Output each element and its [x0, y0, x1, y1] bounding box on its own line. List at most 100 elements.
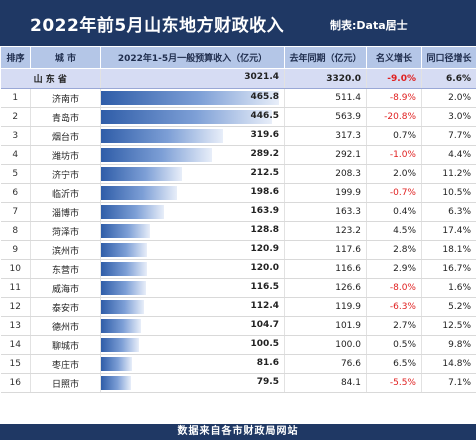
comparable-growth-cell: 16.7%	[421, 259, 476, 279]
nominal-growth-cell: 0.4%	[366, 202, 422, 222]
nominal-growth-cell: -8.0%	[366, 278, 422, 298]
comparable-growth-cell: 7.1%	[421, 373, 476, 393]
last-year-cell: 101.9	[284, 316, 367, 336]
header-nominal-growth: 名义增长	[366, 46, 422, 69]
revenue-value: 100.5	[250, 339, 279, 349]
city-cell: 聊城市	[30, 335, 101, 355]
revenue-value: 163.9	[250, 206, 279, 216]
rank-cell: 12	[0, 297, 31, 317]
comparable-growth-cell: 18.1%	[421, 240, 476, 260]
city-cell: 临沂市	[30, 183, 101, 203]
table-row: 12 泰安市 112.4 119.9 -6.3% 5.2%	[0, 297, 476, 317]
rank-cell: 3	[0, 126, 31, 146]
revenue-cell: 79.5	[100, 373, 285, 393]
last-year-cell: 292.1	[284, 145, 367, 165]
table-row: 11 威海市 116.5 126.6 -8.0% 1.6%	[0, 278, 476, 298]
nominal-growth-cell: -8.9%	[366, 88, 422, 108]
nominal-growth-cell: -1.0%	[366, 145, 422, 165]
header-revenue: 2022年1-5月一般预算收入（亿元）	[100, 46, 285, 69]
nominal-growth-cell: 2.7%	[366, 316, 422, 336]
total-row: 山 东 省 3021.4 3320.0 -9.0% 6.6%	[0, 68, 476, 89]
header-last-year: 去年同期（亿元）	[284, 46, 367, 69]
city-cell: 泰安市	[30, 297, 101, 317]
last-year-cell: 511.4	[284, 88, 367, 108]
revenue-cell: 128.8	[100, 221, 285, 241]
revenue-cell: 100.5	[100, 335, 285, 355]
revenue-bar	[101, 300, 144, 314]
rank-cell: 13	[0, 316, 31, 336]
revenue-bar	[101, 319, 141, 333]
table-row: 5 济宁市 212.5 208.3 2.0% 11.2%	[0, 164, 476, 184]
table-row: 8 菏泽市 128.8 123.2 4.5% 17.4%	[0, 221, 476, 241]
revenue-bar	[101, 129, 223, 143]
total-last-year: 3320.0	[284, 68, 367, 89]
comparable-growth-cell: 1.6%	[421, 278, 476, 298]
rank-cell: 10	[0, 259, 31, 279]
revenue-bar	[101, 281, 146, 295]
table-row: 13 德州市 104.7 101.9 2.7% 12.5%	[0, 316, 476, 336]
table-row: 9 滨州市 120.9 117.6 2.8% 18.1%	[0, 240, 476, 260]
city-cell: 潍坊市	[30, 145, 101, 165]
last-year-cell: 163.3	[284, 202, 367, 222]
header-comparable-growth: 同口径增长	[421, 46, 476, 69]
revenue-bar	[101, 338, 139, 352]
rank-cell: 16	[0, 373, 31, 393]
last-year-cell: 563.9	[284, 107, 367, 127]
comparable-growth-cell: 9.8%	[421, 335, 476, 355]
revenue-table: 排序 城 市 2022年1-5月一般预算收入（亿元） 去年同期（亿元） 名义增长…	[0, 46, 476, 393]
nominal-growth-cell: -6.3%	[366, 297, 422, 317]
nominal-growth-cell: 2.9%	[366, 259, 422, 279]
maker-label: 制表:Data居士	[330, 19, 408, 32]
nominal-growth-cell: -0.7%	[366, 183, 422, 203]
city-cell: 德州市	[30, 316, 101, 336]
revenue-bar	[101, 167, 182, 181]
revenue-cell: 116.5	[100, 278, 285, 298]
comparable-growth-cell: 12.5%	[421, 316, 476, 336]
revenue-bar	[101, 357, 132, 371]
revenue-value: 319.6	[250, 130, 279, 140]
revenue-value: 212.5	[250, 168, 279, 178]
revenue-value: 116.5	[250, 282, 279, 292]
table-row: 6 临沂市 198.6 199.9 -0.7% 10.5%	[0, 183, 476, 203]
nominal-growth-cell: 6.5%	[366, 354, 422, 374]
last-year-cell: 119.9	[284, 297, 367, 317]
revenue-bar	[101, 205, 164, 219]
rank-cell: 2	[0, 107, 31, 127]
revenue-value: 446.5	[250, 111, 279, 121]
header-row: 排序 城 市 2022年1-5月一般预算收入（亿元） 去年同期（亿元） 名义增长…	[0, 46, 476, 69]
last-year-cell: 117.6	[284, 240, 367, 260]
comparable-growth-cell: 6.3%	[421, 202, 476, 222]
rank-cell: 14	[0, 335, 31, 355]
comparable-growth-cell: 14.8%	[421, 354, 476, 374]
nominal-growth-cell: 0.7%	[366, 126, 422, 146]
last-year-cell: 123.2	[284, 221, 367, 241]
rank-cell: 11	[0, 278, 31, 298]
chart-title: 2022年前5月山东地方财政收入	[30, 16, 285, 36]
table-row: 4 潍坊市 289.2 292.1 -1.0% 4.4%	[0, 145, 476, 165]
table-row: 16 日照市 79.5 84.1 -5.5% 7.1%	[0, 373, 476, 393]
table-row: 15 枣庄市 81.6 76.6 6.5% 14.8%	[0, 354, 476, 374]
last-year-cell: 116.6	[284, 259, 367, 279]
revenue-value: 112.4	[250, 301, 279, 311]
total-name: 山 东 省	[0, 68, 101, 89]
rank-cell: 7	[0, 202, 31, 222]
comparable-growth-cell: 2.0%	[421, 88, 476, 108]
header-city: 城 市	[30, 46, 101, 69]
table-row: 1 济南市 465.8 511.4 -8.9% 2.0%	[0, 88, 476, 108]
revenue-value: 465.8	[250, 92, 279, 102]
nominal-growth-cell: -5.5%	[366, 373, 422, 393]
revenue-value: 120.9	[250, 244, 279, 254]
city-cell: 淄博市	[30, 202, 101, 222]
revenue-cell: 465.8	[100, 88, 285, 108]
revenue-cell: 198.6	[100, 183, 285, 203]
last-year-cell: 76.6	[284, 354, 367, 374]
total-nominal-growth: -9.0%	[366, 68, 422, 89]
table-row: 7 淄博市 163.9 163.3 0.4% 6.3%	[0, 202, 476, 222]
revenue-cell: 120.0	[100, 259, 285, 279]
rank-cell: 15	[0, 354, 31, 374]
comparable-growth-cell: 5.2%	[421, 297, 476, 317]
last-year-cell: 100.0	[284, 335, 367, 355]
revenue-cell: 446.5	[100, 107, 285, 127]
revenue-cell: 112.4	[100, 297, 285, 317]
